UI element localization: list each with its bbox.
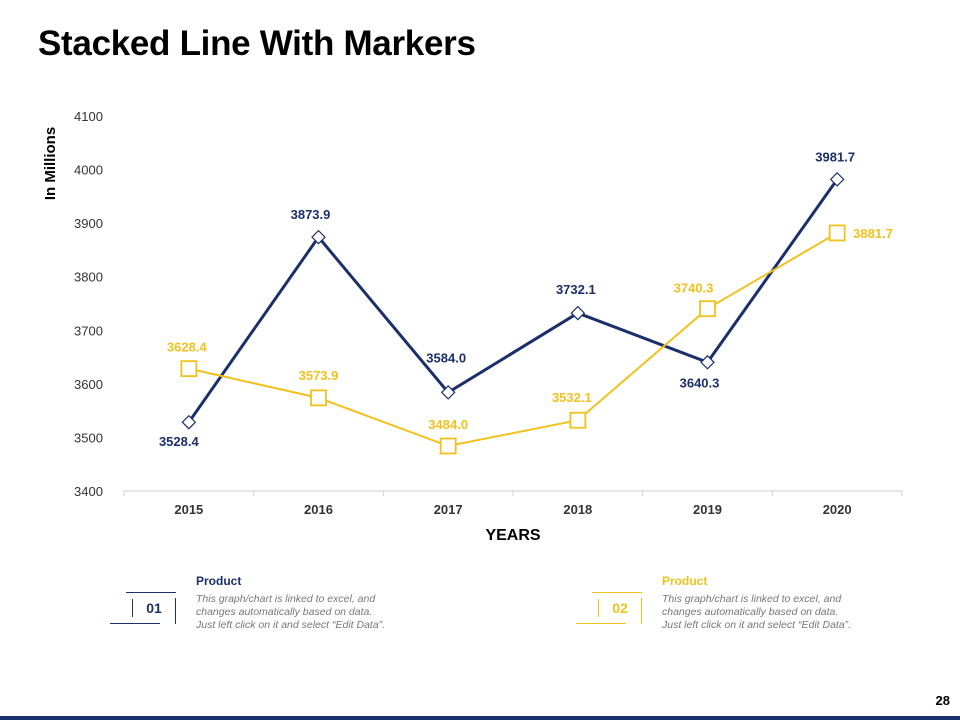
x-tick-label: 2016 [304,502,333,517]
y-tick-label: 3500 [74,430,103,445]
y-tick-label: 3400 [74,484,103,499]
data-label: 3981.7 [815,149,855,164]
box-line [132,599,133,617]
data-point-marker [440,385,456,400]
legend-number-box-02: 02 [576,592,642,624]
legend-title: Product [196,574,242,588]
bottom-bar [0,716,960,720]
data-label: 3584.0 [426,350,466,365]
box-line [576,623,626,624]
legend-block-02: 02 Product This graph/chart is linked to… [576,572,876,662]
x-tick-label: 2018 [563,502,592,517]
y-tick-label: 3600 [74,377,103,392]
data-point-marker [569,411,587,429]
y-tick-label: 3800 [74,270,103,285]
legend-description: This graph/chart is linked to excel, and… [196,593,386,631]
y-tick-label: 3700 [74,323,103,338]
data-label: 3573.9 [299,368,339,383]
x-tick-label: 2017 [434,502,463,517]
data-label: 3732.1 [556,282,596,297]
slide-title: Stacked Line With Markers [38,24,476,63]
series-line-2 [188,232,838,448]
page-number: 28 [935,693,950,708]
legend-number: 01 [146,600,162,616]
x-axis-title: YEARS [485,527,540,544]
data-label: 3881.7 [853,226,893,241]
box-line [641,598,642,624]
box-line [110,623,160,624]
x-tick-label: 2019 [693,502,722,517]
box-line [126,592,176,593]
data-point-marker [570,305,586,321]
x-tick-label: 2015 [174,502,203,517]
data-point-marker [700,354,715,370]
x-tick-label: 2020 [823,502,852,517]
data-label: 3628.4 [167,340,208,355]
legend-number: 02 [612,600,628,616]
y-tick-label: 4000 [74,163,103,178]
data-label: 3532.1 [552,390,592,405]
legend-number-box-01: 01 [110,592,176,624]
box-line [175,598,176,624]
data-point-marker [439,437,457,455]
y-tick-label: 3900 [74,216,103,231]
data-point-marker [180,360,198,378]
y-axis-title: In Millions [42,127,59,200]
data-label: 3640.3 [680,375,720,390]
data-point-marker [699,300,716,318]
legend-description: This graph/chart is linked to excel, and… [662,593,852,631]
box-line [598,599,599,617]
data-point-marker [829,172,845,187]
legend-block-01: 01 Product This graph/chart is linked to… [110,572,410,662]
data-point-marker [181,414,197,430]
box-line [592,592,642,593]
legend-title: Product [662,574,708,588]
data-label: 3740.3 [674,281,714,296]
line-chart: 2015 2016 2017 2018 2019 2020 3400 3500 3600 3700… [42,109,903,544]
data-point-marker [311,229,326,245]
y-tick-label: 4100 [74,109,103,124]
data-point-marker [310,389,327,407]
data-label: 3873.9 [291,207,331,222]
data-point-marker [828,224,846,242]
data-label: 3528.4 [159,434,200,449]
data-label: 3484.0 [428,417,468,432]
series-line-1 [187,178,839,424]
